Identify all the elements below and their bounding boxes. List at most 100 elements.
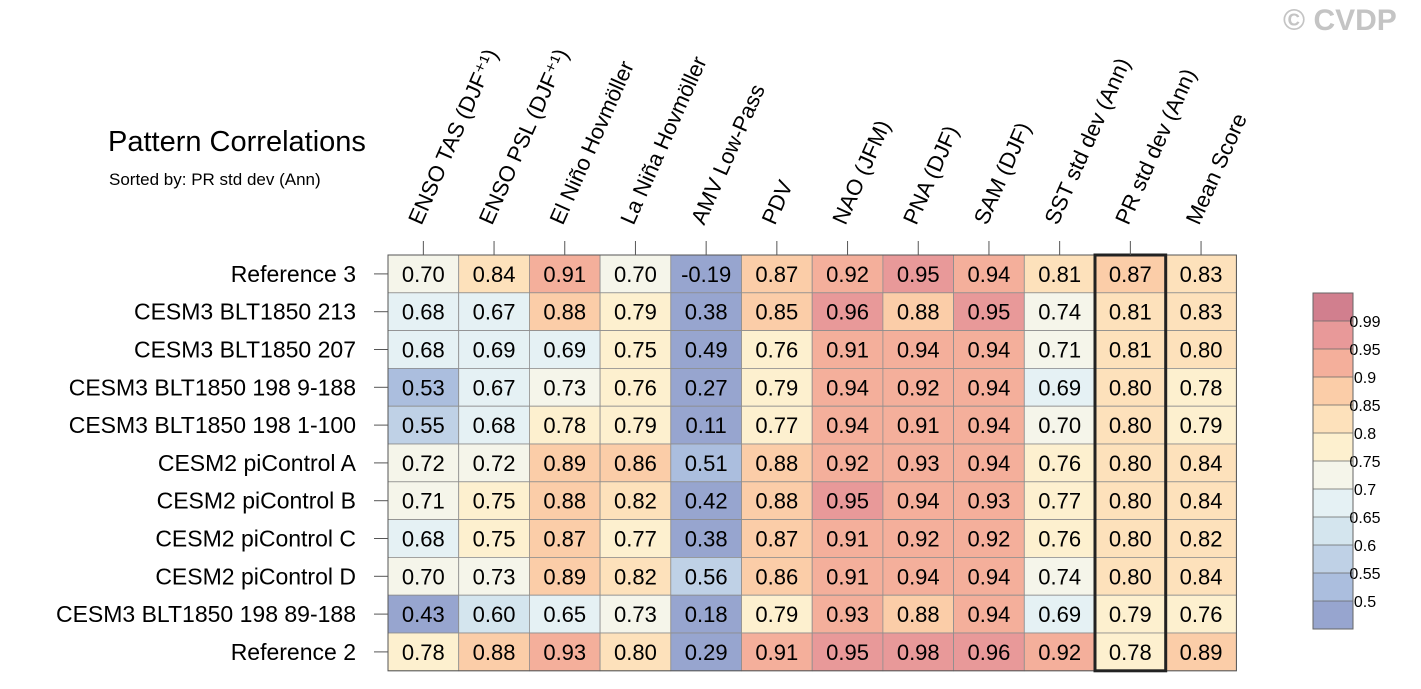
heatmap-cell — [387, 330, 460, 369]
row-label: CESM2 piControl A — [158, 450, 357, 476]
heatmap-cell — [1094, 367, 1167, 407]
cell-value: 0.92 — [1038, 640, 1081, 665]
cell-value: 0.98 — [897, 640, 940, 665]
colorbar-label: 0.75 — [1349, 454, 1380, 471]
heatmap-cell — [599, 443, 672, 483]
row-label: Reference 2 — [231, 639, 356, 665]
heatmap-cell — [670, 557, 742, 596]
cell-value: -0.19 — [681, 262, 731, 287]
heatmap-cell — [811, 443, 884, 483]
cell-value: 0.68 — [402, 527, 445, 552]
cell-value: 0.80 — [1109, 451, 1152, 476]
heatmap-cell — [1094, 443, 1167, 483]
cell-value: 0.71 — [402, 489, 445, 514]
heatmap-cell — [670, 292, 742, 331]
cell-value: 0.79 — [1109, 602, 1152, 627]
heatmap-cell — [1023, 481, 1096, 520]
cell-value: 0.94 — [968, 602, 1011, 627]
cell-value: 0.88 — [543, 300, 586, 325]
column-label: PNA (DJF) — [898, 122, 964, 228]
cell-value: 0.75 — [473, 527, 516, 552]
heatmap-cell — [811, 292, 884, 331]
heatmap-cell — [458, 367, 530, 407]
cell-value: 0.87 — [1109, 262, 1152, 287]
cell-value: 0.73 — [543, 375, 586, 400]
row-label: CESM2 piControl B — [157, 488, 356, 514]
heatmap-cell — [1165, 557, 1237, 596]
cell-value: 0.69 — [543, 338, 586, 363]
heatmap-cell — [953, 292, 1025, 331]
column-label: NAO (JFM) — [827, 116, 895, 228]
cell-value: 0.18 — [685, 602, 728, 627]
column-label: PDV — [757, 176, 798, 228]
cell-value: 0.85 — [755, 300, 798, 325]
heatmap-cell — [1094, 519, 1167, 558]
heatmap-cell — [387, 443, 460, 483]
row-label: CESM3 BLT1850 213 — [134, 299, 356, 325]
cell-value: 0.80 — [1180, 338, 1223, 363]
heatmap-cell — [387, 405, 460, 445]
colorbar-swatch — [1313, 517, 1353, 545]
cell-value: 0.60 — [473, 602, 516, 627]
cell-value: 0.75 — [614, 338, 657, 363]
heatmap-cell — [670, 367, 742, 407]
colorbar-swatch — [1313, 461, 1353, 489]
cell-value: 0.80 — [1109, 489, 1152, 514]
cell-value: 0.78 — [402, 640, 445, 665]
cell-value: 0.91 — [826, 527, 869, 552]
cell-value: 0.93 — [968, 489, 1011, 514]
cell-value: 0.70 — [614, 262, 657, 287]
cell-value: 0.89 — [1180, 640, 1223, 665]
cell-value: 0.51 — [685, 451, 728, 476]
cell-value: 0.78 — [1109, 640, 1152, 665]
cell-value: 0.68 — [402, 338, 445, 363]
cell-value: 0.94 — [826, 375, 869, 400]
cell-value: 0.82 — [614, 489, 657, 514]
cell-value: 0.94 — [968, 413, 1011, 438]
colorbar-label: 0.85 — [1349, 398, 1380, 415]
heatmap-cell — [458, 443, 530, 483]
heatmap-cell — [1094, 557, 1167, 596]
cell-value: 0.74 — [1038, 300, 1081, 325]
cell-value: 0.72 — [402, 451, 445, 476]
heatmap-cell — [458, 254, 530, 294]
cell-value: 0.91 — [543, 262, 586, 287]
cell-value: 0.94 — [968, 375, 1011, 400]
cell-value: 0.96 — [968, 640, 1011, 665]
heatmap-cell — [741, 481, 813, 520]
heatmap-cell — [741, 443, 813, 483]
cell-value: 0.94 — [897, 564, 940, 589]
heatmap-cell — [1023, 405, 1096, 445]
cell-value: 0.88 — [543, 489, 586, 514]
cell-value: 0.94 — [968, 262, 1011, 287]
cell-value: 0.92 — [826, 451, 869, 476]
heatmap-cell — [953, 519, 1025, 558]
cell-value: 0.43 — [402, 602, 445, 627]
cell-value: 0.68 — [473, 413, 516, 438]
heatmap-cell — [882, 443, 955, 483]
chart-subtitle: Sorted by: PR std dev (Ann) — [109, 170, 321, 189]
cell-value: 0.78 — [1180, 375, 1223, 400]
heatmap-cell — [882, 519, 955, 558]
cell-value: 0.38 — [685, 300, 728, 325]
heatmap-cell — [953, 632, 1025, 672]
cell-value: 0.80 — [1109, 527, 1152, 552]
cell-value: 0.77 — [755, 413, 798, 438]
cell-value: 0.84 — [1180, 489, 1223, 514]
colorbar-swatch — [1313, 349, 1353, 377]
heatmap-cell — [1165, 405, 1237, 445]
watermark: © CVDP — [1283, 4, 1397, 37]
cell-value: 0.73 — [614, 602, 657, 627]
cell-value: 0.70 — [1038, 413, 1081, 438]
cell-value: 0.88 — [755, 489, 798, 514]
cell-value: 0.77 — [1038, 489, 1081, 514]
cell-value: 0.68 — [402, 300, 445, 325]
cell-value: 0.95 — [897, 262, 940, 287]
cell-value: 0.88 — [897, 602, 940, 627]
heatmap-cell — [741, 330, 813, 369]
cell-value: 0.11 — [686, 413, 727, 438]
colorbar-label: 0.99 — [1349, 314, 1380, 331]
heatmap-cell — [529, 594, 601, 634]
cell-value: 0.92 — [897, 527, 940, 552]
cell-value: 0.78 — [543, 413, 586, 438]
